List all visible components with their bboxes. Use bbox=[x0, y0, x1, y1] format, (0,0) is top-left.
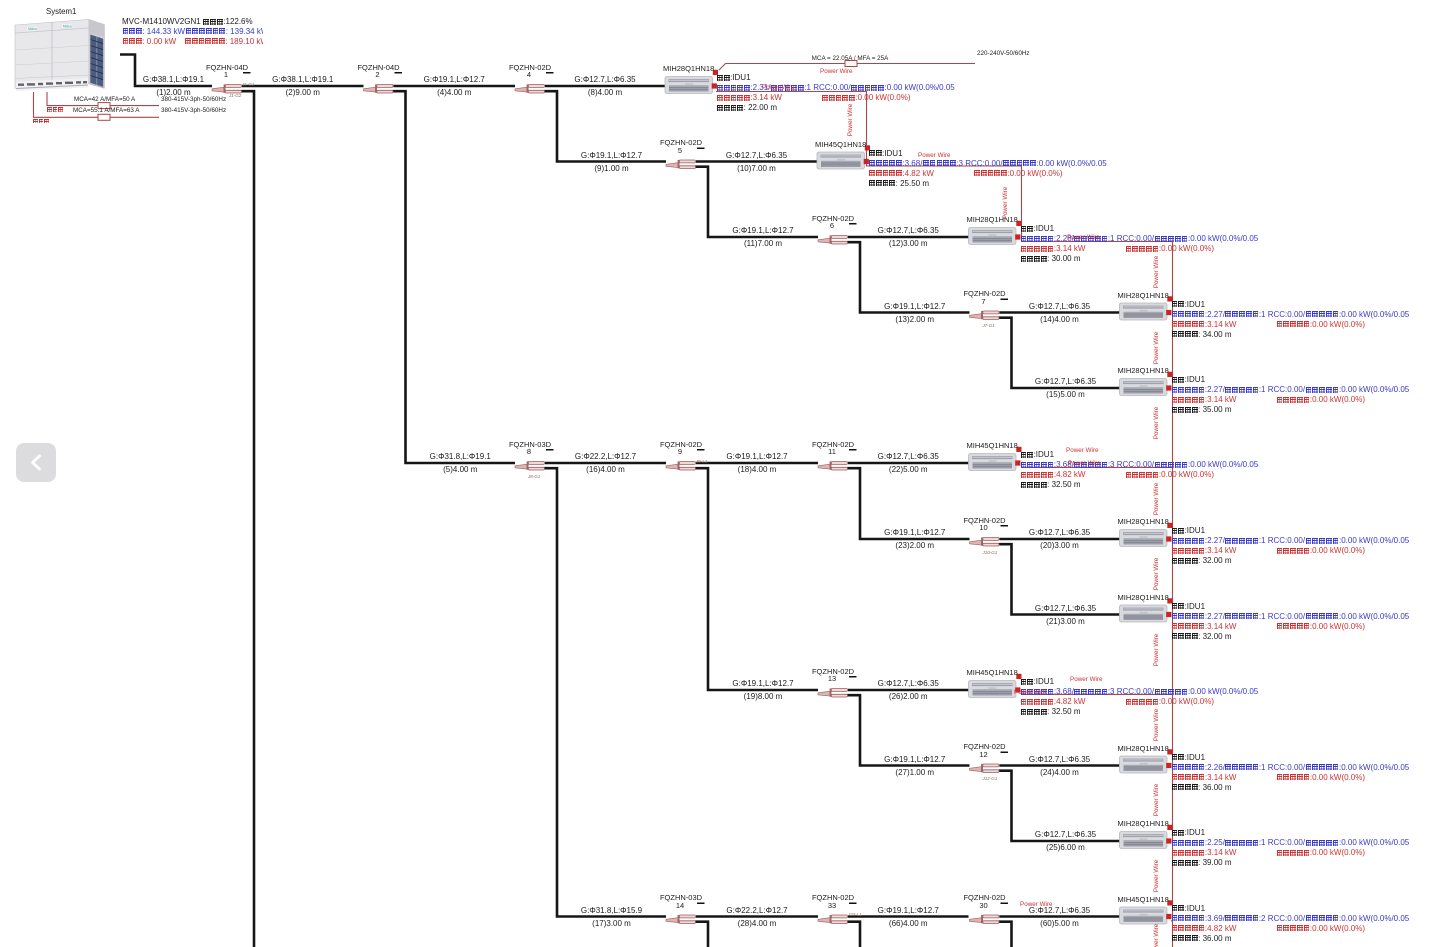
svg-text:Midea: Midea bbox=[28, 27, 37, 31]
svg-text:Midea: Midea bbox=[63, 24, 72, 28]
